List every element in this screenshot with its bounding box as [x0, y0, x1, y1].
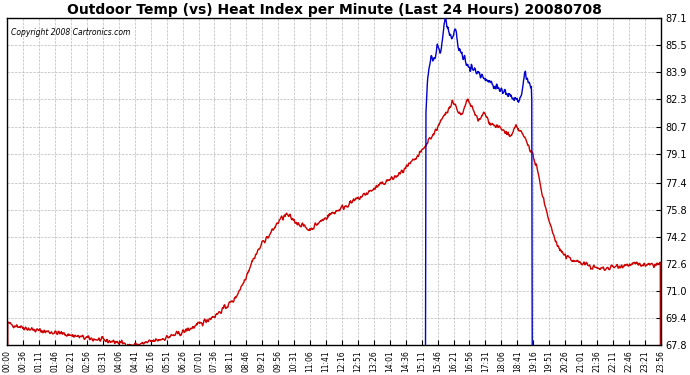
Title: Outdoor Temp (vs) Heat Index per Minute (Last 24 Hours) 20080708: Outdoor Temp (vs) Heat Index per Minute … — [66, 3, 602, 17]
Text: Copyright 2008 Cartronics.com: Copyright 2008 Cartronics.com — [10, 28, 130, 37]
